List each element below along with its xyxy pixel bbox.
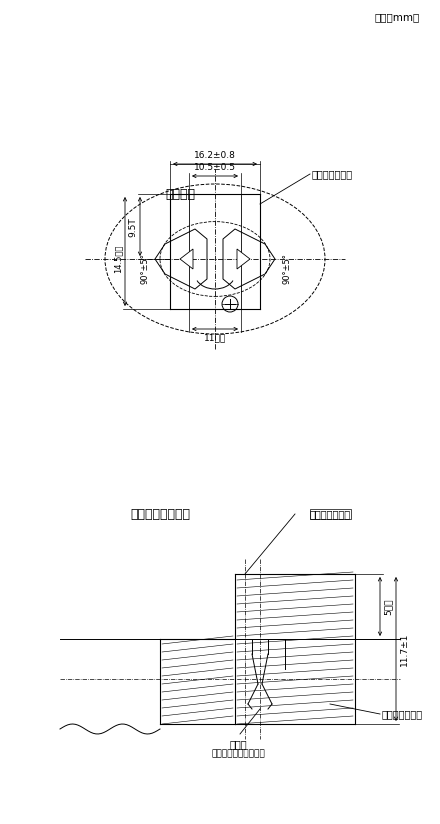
Text: （形状は一例を示す）: （形状は一例を示す） [211, 749, 265, 758]
Polygon shape [237, 249, 250, 269]
Text: 16.2±0.8: 16.2±0.8 [194, 151, 236, 160]
Text: 90°±5°: 90°±5° [140, 254, 150, 284]
Text: 90°±5°: 90°±5° [282, 254, 291, 284]
Text: 面取りすること: 面取りすること [312, 169, 353, 179]
Text: ポッチの中心線: ポッチの中心線 [382, 709, 423, 719]
Text: 10.5±0.5: 10.5±0.5 [194, 163, 236, 172]
Text: 刃受け穴: 刃受け穴 [165, 188, 195, 200]
Text: 刃受け穴の断面図: 刃受け穴の断面図 [130, 508, 190, 521]
Text: 14.5以上: 14.5以上 [113, 245, 122, 274]
Polygon shape [180, 249, 193, 269]
Text: 9.5T: 9.5T [128, 218, 137, 236]
Text: （単位mm）: （単位mm） [375, 12, 420, 22]
Text: 刃受け: 刃受け [229, 739, 247, 749]
Text: 5以上: 5以上 [384, 598, 393, 615]
Text: 11.7±1: 11.7±1 [400, 632, 409, 666]
Text: 11以上: 11以上 [204, 333, 226, 342]
Text: 面取りすること: 面取りすること [310, 509, 351, 519]
